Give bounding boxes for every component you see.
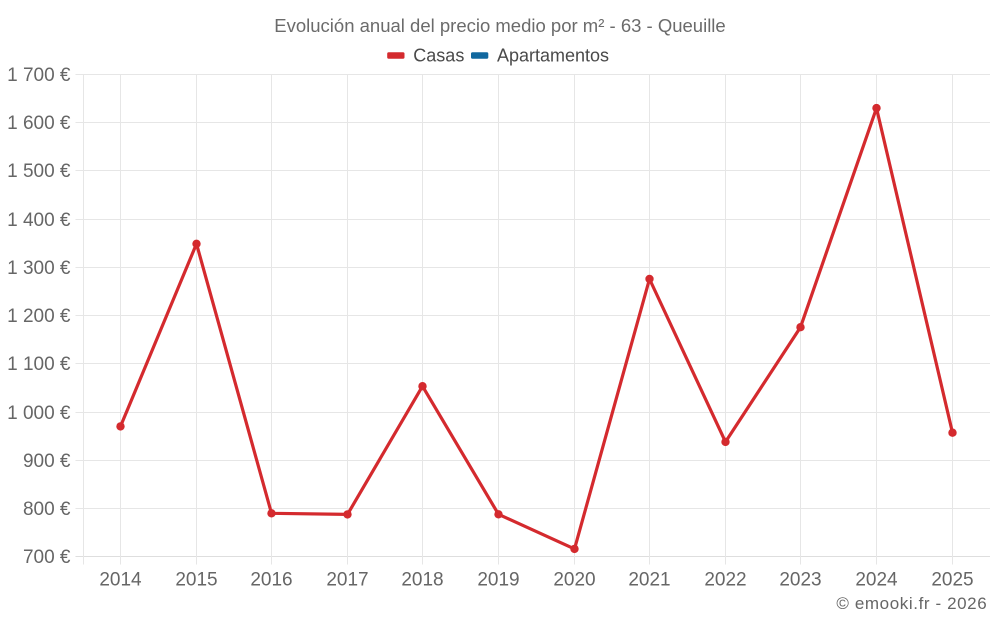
svg-text:800 €: 800 € [23, 499, 71, 520]
svg-text:1 600 €: 1 600 € [7, 113, 71, 134]
svg-text:Evolución anual del precio med: Evolución anual del precio medio por m² … [274, 15, 725, 36]
svg-text:1 100 €: 1 100 € [7, 354, 71, 375]
svg-text:1 500 €: 1 500 € [7, 161, 71, 182]
svg-text:2023: 2023 [779, 569, 821, 590]
svg-text:2022: 2022 [704, 569, 746, 590]
svg-text:1 200 €: 1 200 € [7, 306, 71, 327]
svg-text:Casas: Casas [413, 45, 464, 65]
svg-text:2016: 2016 [250, 569, 292, 590]
svg-text:1 000 €: 1 000 € [7, 403, 71, 424]
svg-text:2021: 2021 [628, 569, 670, 590]
svg-text:900 €: 900 € [23, 451, 71, 472]
svg-text:Apartamentos: Apartamentos [497, 45, 609, 65]
svg-text:2017: 2017 [326, 569, 368, 590]
svg-text:2019: 2019 [477, 569, 519, 590]
svg-text:1 700 €: 1 700 € [7, 65, 71, 86]
svg-text:1 300 €: 1 300 € [7, 258, 71, 279]
svg-text:1 400 €: 1 400 € [7, 210, 71, 231]
svg-text:2015: 2015 [175, 569, 217, 590]
svg-text:2014: 2014 [99, 569, 142, 590]
svg-text:2018: 2018 [401, 569, 443, 590]
svg-text:2020: 2020 [553, 569, 595, 590]
svg-text:2024: 2024 [855, 569, 898, 590]
svg-text:2025: 2025 [931, 569, 973, 590]
svg-text:700 €: 700 € [23, 547, 71, 568]
svg-text:© emooki.fr - 2026: © emooki.fr - 2026 [836, 594, 987, 613]
